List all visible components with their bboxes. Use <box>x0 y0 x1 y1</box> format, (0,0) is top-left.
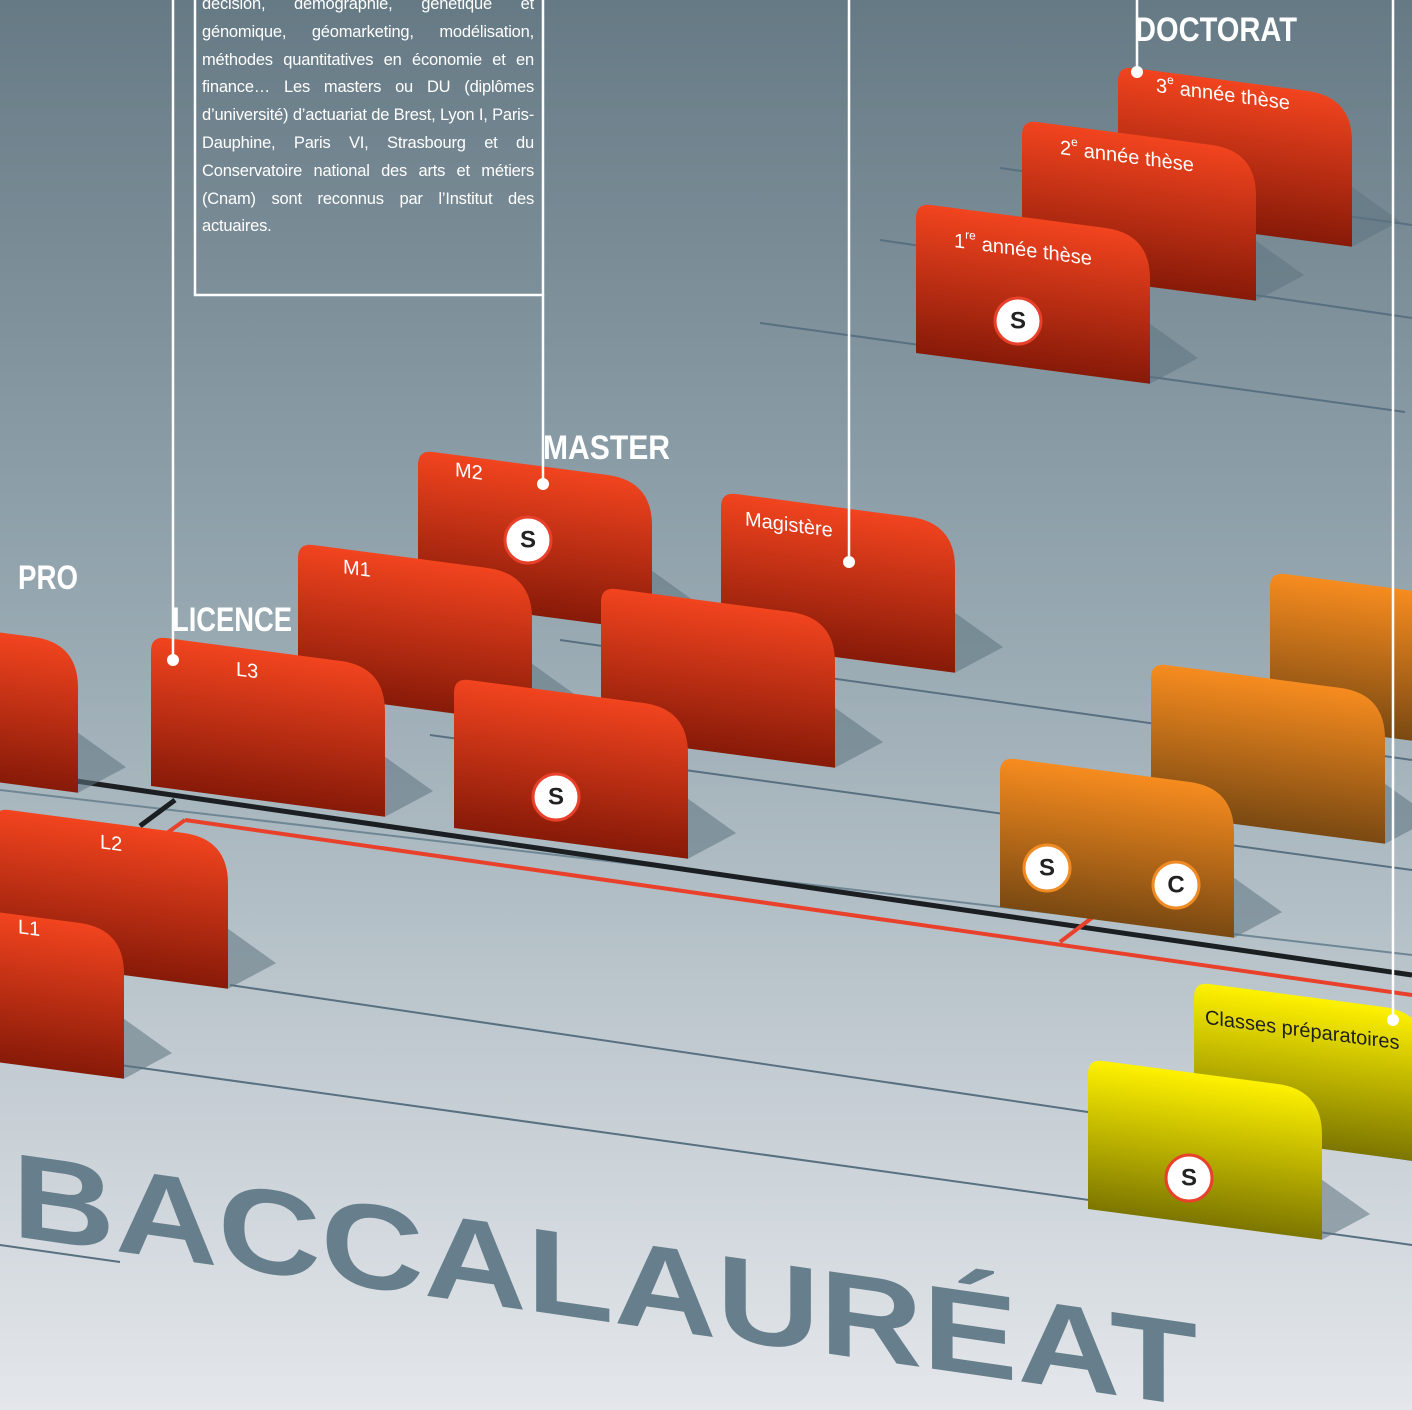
diagram: 3eannée thèse2eannée thèse1reannée thèse… <box>0 0 1412 1410</box>
card-label: M1 <box>343 556 371 582</box>
level-title: MASTER <box>543 429 670 467</box>
card-body <box>454 678 688 859</box>
badge: S <box>1024 845 1070 891</box>
page: { "callout": {"text": "décision, démogra… <box>0 0 1412 1410</box>
badge-letter: C <box>1167 872 1184 899</box>
label-number: 1 <box>954 230 965 253</box>
label-number: 2 <box>1060 137 1071 160</box>
level-title: DOCTORAT <box>1135 11 1297 49</box>
card-label: M2 <box>455 459 483 485</box>
callout: décision, démographie, génétique et géno… <box>202 0 534 291</box>
level-title: LICENCE <box>172 601 292 639</box>
badge-letter: S <box>548 784 564 811</box>
badge: S <box>505 517 551 563</box>
label-superscript: e <box>1071 135 1078 150</box>
level-title: PRO <box>18 559 78 597</box>
card-body <box>916 203 1150 384</box>
badge-letter: S <box>1181 1165 1197 1192</box>
callout-text: décision, démographie, génétique et géno… <box>202 0 534 241</box>
card-label: L1 <box>18 916 40 941</box>
badge-letter: S <box>1010 308 1026 335</box>
card-label: L2 <box>100 831 122 856</box>
badge-letter: S <box>1039 855 1055 882</box>
badge-letter: S <box>520 527 536 554</box>
card-label: L3 <box>236 659 258 684</box>
badge: C <box>1153 862 1199 908</box>
badge: S <box>995 298 1041 344</box>
badge: S <box>533 774 579 820</box>
badge: S <box>1166 1155 1212 1201</box>
card-body <box>1088 1059 1322 1240</box>
card-body <box>151 636 385 817</box>
label-superscript: e <box>1167 73 1174 88</box>
label-number: 3 <box>1156 75 1167 98</box>
label-superscript: re <box>965 228 976 243</box>
